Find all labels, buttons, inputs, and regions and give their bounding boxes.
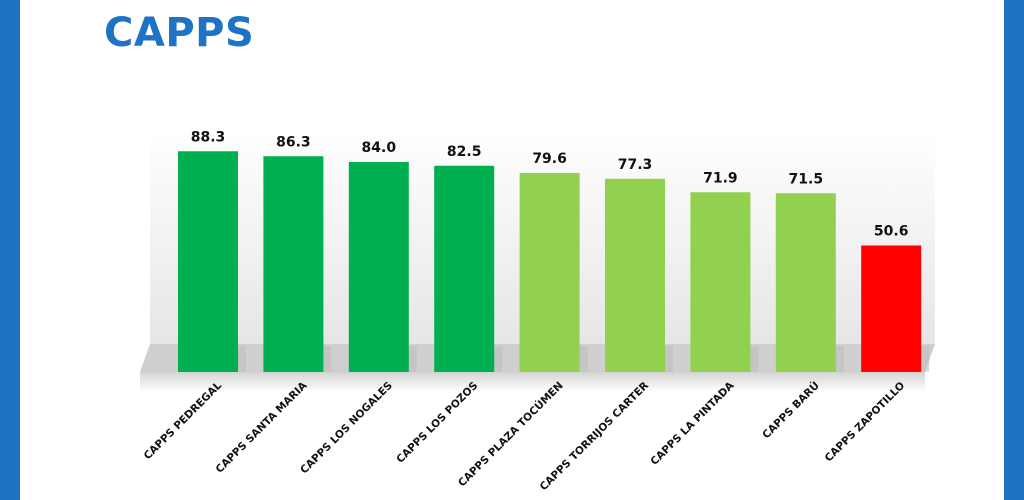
category-label: CAPPS ZAPOTILLO	[823, 380, 908, 465]
value-label: 50.6	[874, 224, 909, 240]
value-label: 71.9	[703, 170, 738, 186]
value-label: 71.5	[789, 171, 824, 187]
value-label: 82.5	[447, 144, 482, 160]
bar	[519, 173, 580, 372]
bar	[263, 156, 324, 372]
value-label: 88.3	[191, 129, 226, 145]
category-label: CAPPS SANTA MARIA	[214, 379, 311, 476]
bars-group	[178, 151, 930, 372]
value-label: 79.6	[532, 151, 567, 167]
bar	[348, 162, 409, 372]
bar	[861, 245, 922, 372]
page-title: CAPPS	[104, 10, 255, 56]
value-label: 77.3	[618, 157, 653, 173]
value-label: 86.3	[276, 134, 311, 150]
category-label: CAPPS LA PINTADA	[648, 379, 737, 468]
bar	[434, 165, 495, 372]
value-labels-group: 88.3 86.3 84.0 82.5 79.6 77.3 71.9 71.5 50.6	[191, 129, 909, 239]
bar	[178, 151, 238, 372]
value-label: 84.0	[362, 140, 397, 156]
category-label: CAPPS LOS NOGALES	[298, 380, 395, 477]
chart-floor	[140, 372, 925, 392]
category-label: CAPPS LOS POZOS	[394, 380, 480, 466]
bar	[775, 193, 836, 372]
bar	[605, 178, 665, 372]
bar	[690, 192, 751, 372]
